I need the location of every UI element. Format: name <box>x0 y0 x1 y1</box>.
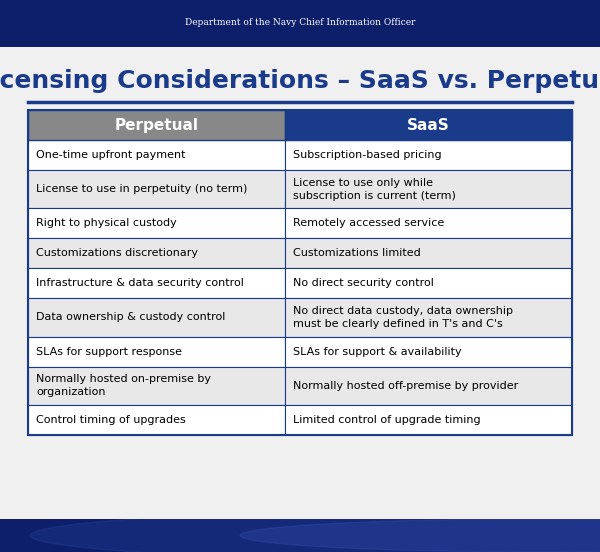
Bar <box>28 299 285 337</box>
Text: Remotely accessed service: Remotely accessed service <box>293 218 444 229</box>
Bar <box>28 110 572 435</box>
Bar <box>28 367 285 405</box>
Bar <box>28 208 285 238</box>
Bar <box>28 405 285 435</box>
Bar <box>28 140 285 170</box>
Bar <box>285 405 572 435</box>
Text: Infrastructure & data security control: Infrastructure & data security control <box>36 278 244 288</box>
Text: One-time upfront payment: One-time upfront payment <box>36 150 185 160</box>
Text: Normally hosted off-premise by provider: Normally hosted off-premise by provider <box>293 381 518 391</box>
Text: Normally hosted on-premise by
organization: Normally hosted on-premise by organizati… <box>36 374 211 397</box>
Bar <box>285 238 572 268</box>
Bar <box>28 337 285 367</box>
Text: SLAs for support response: SLAs for support response <box>36 347 182 357</box>
Bar <box>285 110 572 140</box>
Bar <box>28 268 285 299</box>
Bar <box>285 299 572 337</box>
Text: Right to physical custody: Right to physical custody <box>36 218 177 229</box>
Bar <box>28 110 285 140</box>
Text: Customizations discretionary: Customizations discretionary <box>36 248 198 258</box>
Circle shape <box>240 519 600 552</box>
Text: Department of the Navy Chief Information Officer: Department of the Navy Chief Information… <box>185 18 415 27</box>
Text: No direct data custody, data ownership
must be clearly defined in T's and C's: No direct data custody, data ownership m… <box>293 306 513 329</box>
Text: Data ownership & custody control: Data ownership & custody control <box>36 312 226 322</box>
Bar <box>28 238 285 268</box>
Text: No direct security control: No direct security control <box>293 278 434 288</box>
Bar <box>285 367 572 405</box>
Bar <box>285 268 572 299</box>
Bar <box>285 208 572 238</box>
Bar <box>285 140 572 170</box>
Text: Control timing of upgrades: Control timing of upgrades <box>36 415 186 424</box>
Text: Limited control of upgrade timing: Limited control of upgrade timing <box>293 415 481 424</box>
Text: Perpetual: Perpetual <box>115 118 199 132</box>
Text: SaaS: SaaS <box>407 118 450 132</box>
Text: SLAs for support & availability: SLAs for support & availability <box>293 347 461 357</box>
Bar <box>285 337 572 367</box>
Text: License to use only while
subscription is current (term): License to use only while subscription i… <box>293 178 456 201</box>
Text: Licensing Considerations – SaaS vs. Perpetual: Licensing Considerations – SaaS vs. Perp… <box>0 69 600 93</box>
Circle shape <box>30 509 600 552</box>
Bar <box>285 170 572 208</box>
Text: Subscription-based pricing: Subscription-based pricing <box>293 150 442 160</box>
Text: Customizations limited: Customizations limited <box>293 248 421 258</box>
Bar <box>28 170 285 208</box>
Text: License to use in perpetuity (no term): License to use in perpetuity (no term) <box>36 184 247 194</box>
